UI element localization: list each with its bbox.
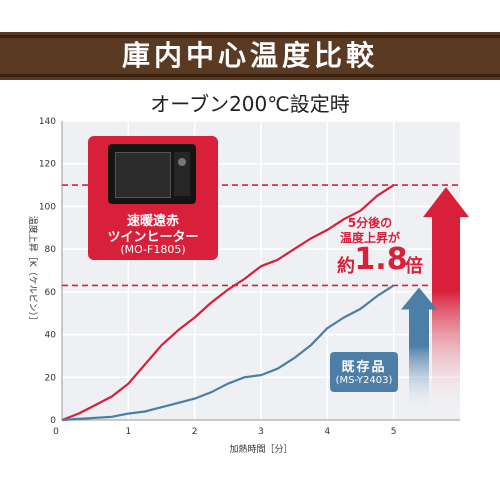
y-tick-label: 100 [39, 202, 56, 212]
annotation-suffix: 倍 [405, 256, 423, 277]
new-heater-line [61, 184, 395, 422]
chart-subtitle: オーブン200℃設定時 [150, 92, 350, 116]
x-tick-label: 0 [53, 427, 59, 437]
microwave-door [115, 152, 171, 198]
x-tick-label: 5 [391, 427, 397, 437]
new-product-model: (MO-F1805) [120, 243, 186, 256]
y-tick-label: 140 [39, 117, 56, 127]
new-product-line2: ツインヒーター [107, 230, 199, 245]
page-title: 庫内中心温度比較 [121, 39, 378, 72]
x-tick-label: 3 [258, 427, 264, 437]
banner-top-rule [0, 35, 500, 38]
annotation-line2: 温度上昇が [339, 231, 400, 245]
x-tick-label: 2 [192, 427, 198, 437]
y-tick-label: 40 [45, 331, 57, 341]
banner-bottom-rule [0, 74, 500, 77]
microwave-knob [178, 158, 186, 166]
title-banner: 庫内中心温度比較 [0, 32, 500, 80]
x-tick-label: 1 [125, 427, 131, 437]
y-tick-label: 20 [45, 373, 57, 383]
old-model-line [61, 284, 395, 422]
new-product-line1: 速暖遠赤 [126, 214, 179, 229]
annotation-line1: 5分後の [347, 216, 393, 230]
y-tick-label: 60 [45, 288, 57, 298]
annotation-prefix: 約 [337, 256, 355, 277]
old-product-badge: 既存品 (MS-Y2403) [330, 352, 398, 392]
old-product-model: (MS-Y2403) [335, 375, 393, 386]
red-rise-arrow [423, 187, 469, 417]
blue-rise-arrow [401, 287, 437, 417]
y-tick-label: 80 [45, 245, 57, 255]
y-axis-label: 温度上昇［K（ケルビン）］ [27, 216, 39, 325]
x-tick-label: 4 [324, 427, 330, 437]
y-tick-label: 0 [50, 416, 56, 426]
microwave-panel [174, 152, 190, 196]
annotation-ratio: 1.8 [354, 242, 408, 277]
x-axis-label: 加熱時間［分］ [229, 443, 292, 455]
old-product-label: 既存品 [341, 360, 387, 375]
microwave-image [108, 144, 196, 204]
new-product-badge: 速暖遠赤 ツインヒーター (MO-F1805) [88, 136, 218, 260]
y-tick-label: 120 [39, 160, 56, 170]
